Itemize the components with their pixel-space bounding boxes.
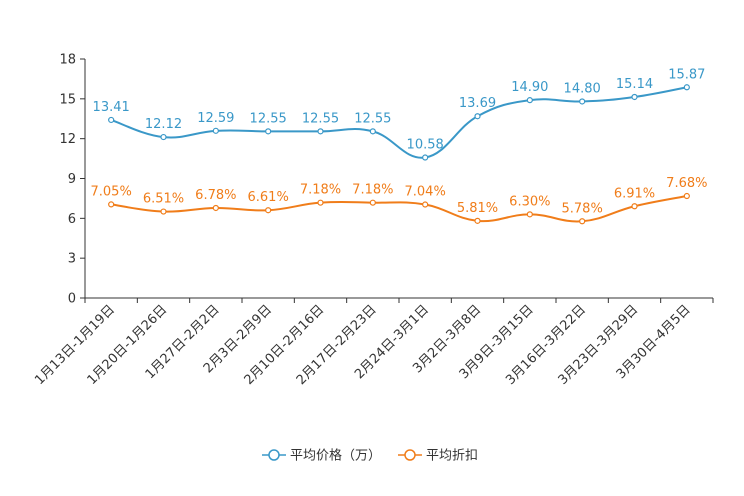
legend-marker-icon (268, 449, 280, 461)
data-point[interactable] (526, 211, 533, 218)
data-label: 12.12 (145, 117, 182, 132)
y-axis: 0 3 6 9 12 15 18 (59, 53, 86, 307)
legend: 平均价格（万） 平均折扣 (262, 448, 478, 464)
data-point[interactable] (579, 218, 586, 225)
data-label: 6.30% (509, 194, 550, 209)
data-point[interactable] (422, 154, 429, 161)
data-label: 7.68% (666, 176, 707, 191)
data-label: 7.05% (91, 184, 132, 199)
data-point[interactable] (683, 192, 690, 200)
data-point[interactable] (108, 201, 115, 208)
data-point[interactable] (369, 199, 376, 206)
data-label: 5.78% (562, 201, 603, 216)
y-tick-label: 6 (68, 212, 76, 227)
data-point[interactable] (683, 84, 690, 91)
data-label: 12.55 (302, 111, 339, 126)
data-label: 6.61% (248, 190, 289, 205)
data-point[interactable] (265, 128, 272, 135)
data-point[interactable] (631, 203, 638, 210)
data-point[interactable] (369, 128, 376, 135)
series-line (111, 195, 688, 223)
data-point[interactable] (474, 217, 481, 224)
legend-item-avg-price[interactable]: 平均价格（万） (262, 448, 381, 464)
series-avg-price: 13.41 12.12 12.59 12.55 12.55 12.55 10.58 13.69… (93, 67, 705, 161)
y-tick-label: 9 (68, 172, 76, 187)
data-label: 12.59 (197, 111, 234, 126)
data-point[interactable] (474, 113, 481, 120)
y-tick-label: 3 (68, 252, 76, 267)
y-tick-label: 15 (59, 92, 76, 107)
legend-marker-icon (404, 449, 416, 461)
data-point[interactable] (160, 208, 167, 215)
data-label: 7.18% (300, 183, 341, 198)
data-label: 6.91% (614, 186, 655, 201)
data-label: 15.14 (616, 77, 653, 92)
data-point[interactable] (212, 127, 219, 134)
data-label: 12.55 (250, 111, 287, 126)
data-label: 7.04% (405, 185, 446, 200)
data-point[interactable] (631, 93, 638, 101)
data-label: 14.80 (564, 81, 601, 96)
data-point[interactable] (317, 199, 324, 206)
legend-label: 平均折扣 (426, 449, 478, 464)
data-label: 6.51% (143, 192, 184, 207)
data-label: 10.58 (407, 138, 444, 153)
data-label: 12.55 (354, 111, 391, 126)
data-point[interactable] (579, 98, 586, 105)
data-label: 14.90 (511, 80, 548, 95)
data-label: 15.87 (668, 67, 705, 82)
legend-label: 平均价格（万） (290, 448, 381, 464)
data-point[interactable] (160, 133, 167, 141)
data-label: 7.18% (352, 183, 393, 198)
data-point[interactable] (265, 207, 272, 214)
data-point[interactable] (212, 204, 219, 212)
data-point[interactable] (108, 116, 115, 124)
data-label: 6.78% (195, 188, 236, 203)
series-avg-discount: 7.05% 6.51% 6.78% 6.61% 7.18% 7.18% 7.04% 5.81%… (91, 176, 707, 225)
y-tick-label: 0 (68, 292, 76, 307)
data-point[interactable] (526, 97, 533, 104)
data-label: 13.69 (459, 96, 496, 111)
data-label: 13.41 (93, 100, 130, 115)
data-label: 5.81% (457, 201, 498, 216)
data-point[interactable] (317, 128, 324, 135)
series-layer: 13.41 12.12 12.59 12.55 12.55 12.55 10.58 13.69… (91, 67, 707, 225)
y-tick-label: 12 (59, 132, 76, 147)
data-point[interactable] (422, 201, 429, 208)
y-tick-label: 18 (59, 53, 76, 68)
legend-item-avg-discount[interactable]: 平均折扣 (398, 449, 478, 464)
x-axis: 1月13日-1月19日1月20日-1月26日1月27日-2月2日2月3日-2月9… (32, 297, 714, 388)
